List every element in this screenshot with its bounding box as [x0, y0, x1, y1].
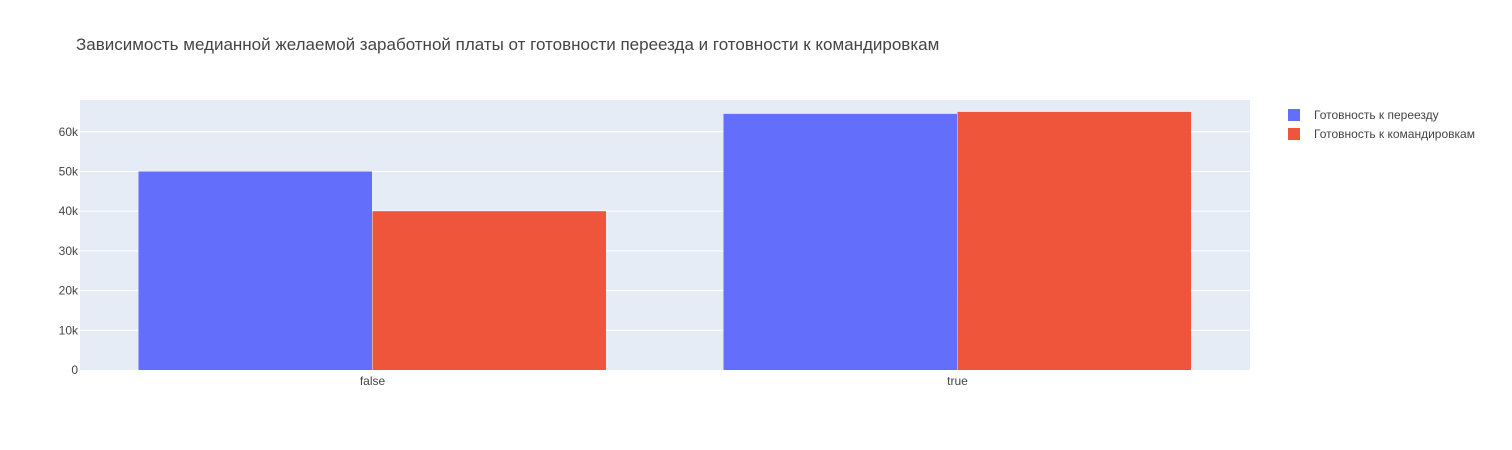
y-tick-label: 40k	[59, 204, 79, 218]
bar[interactable]	[723, 113, 958, 370]
bars	[138, 111, 1192, 370]
y-tick-label: 0	[71, 363, 78, 377]
y-tick-label: 30k	[59, 244, 79, 258]
x-axis: false true	[360, 374, 968, 388]
x-tick-label: true	[947, 374, 968, 388]
bar[interactable]	[957, 111, 1192, 370]
y-axis: 0 10k 20k 30k 40k 50k 60k	[59, 125, 79, 377]
bar[interactable]	[372, 211, 607, 370]
x-tick-label: false	[360, 374, 386, 388]
legend-item-label[interactable]: Готовность к командировкам	[1314, 127, 1475, 141]
legend-swatch[interactable]	[1288, 109, 1300, 121]
y-tick-label: 60k	[59, 125, 79, 139]
legend-swatch[interactable]	[1288, 128, 1300, 140]
chart-title: Зависимость медианной желаемой заработно…	[76, 35, 939, 54]
y-tick-label: 10k	[59, 323, 79, 337]
legend[interactable]: Готовность к переезду Готовность к команд…	[1288, 108, 1475, 141]
y-tick-label: 20k	[59, 284, 79, 298]
bar[interactable]	[138, 171, 373, 370]
legend-item-label[interactable]: Готовность к переезду	[1314, 108, 1439, 122]
y-tick-label: 50k	[59, 164, 79, 178]
